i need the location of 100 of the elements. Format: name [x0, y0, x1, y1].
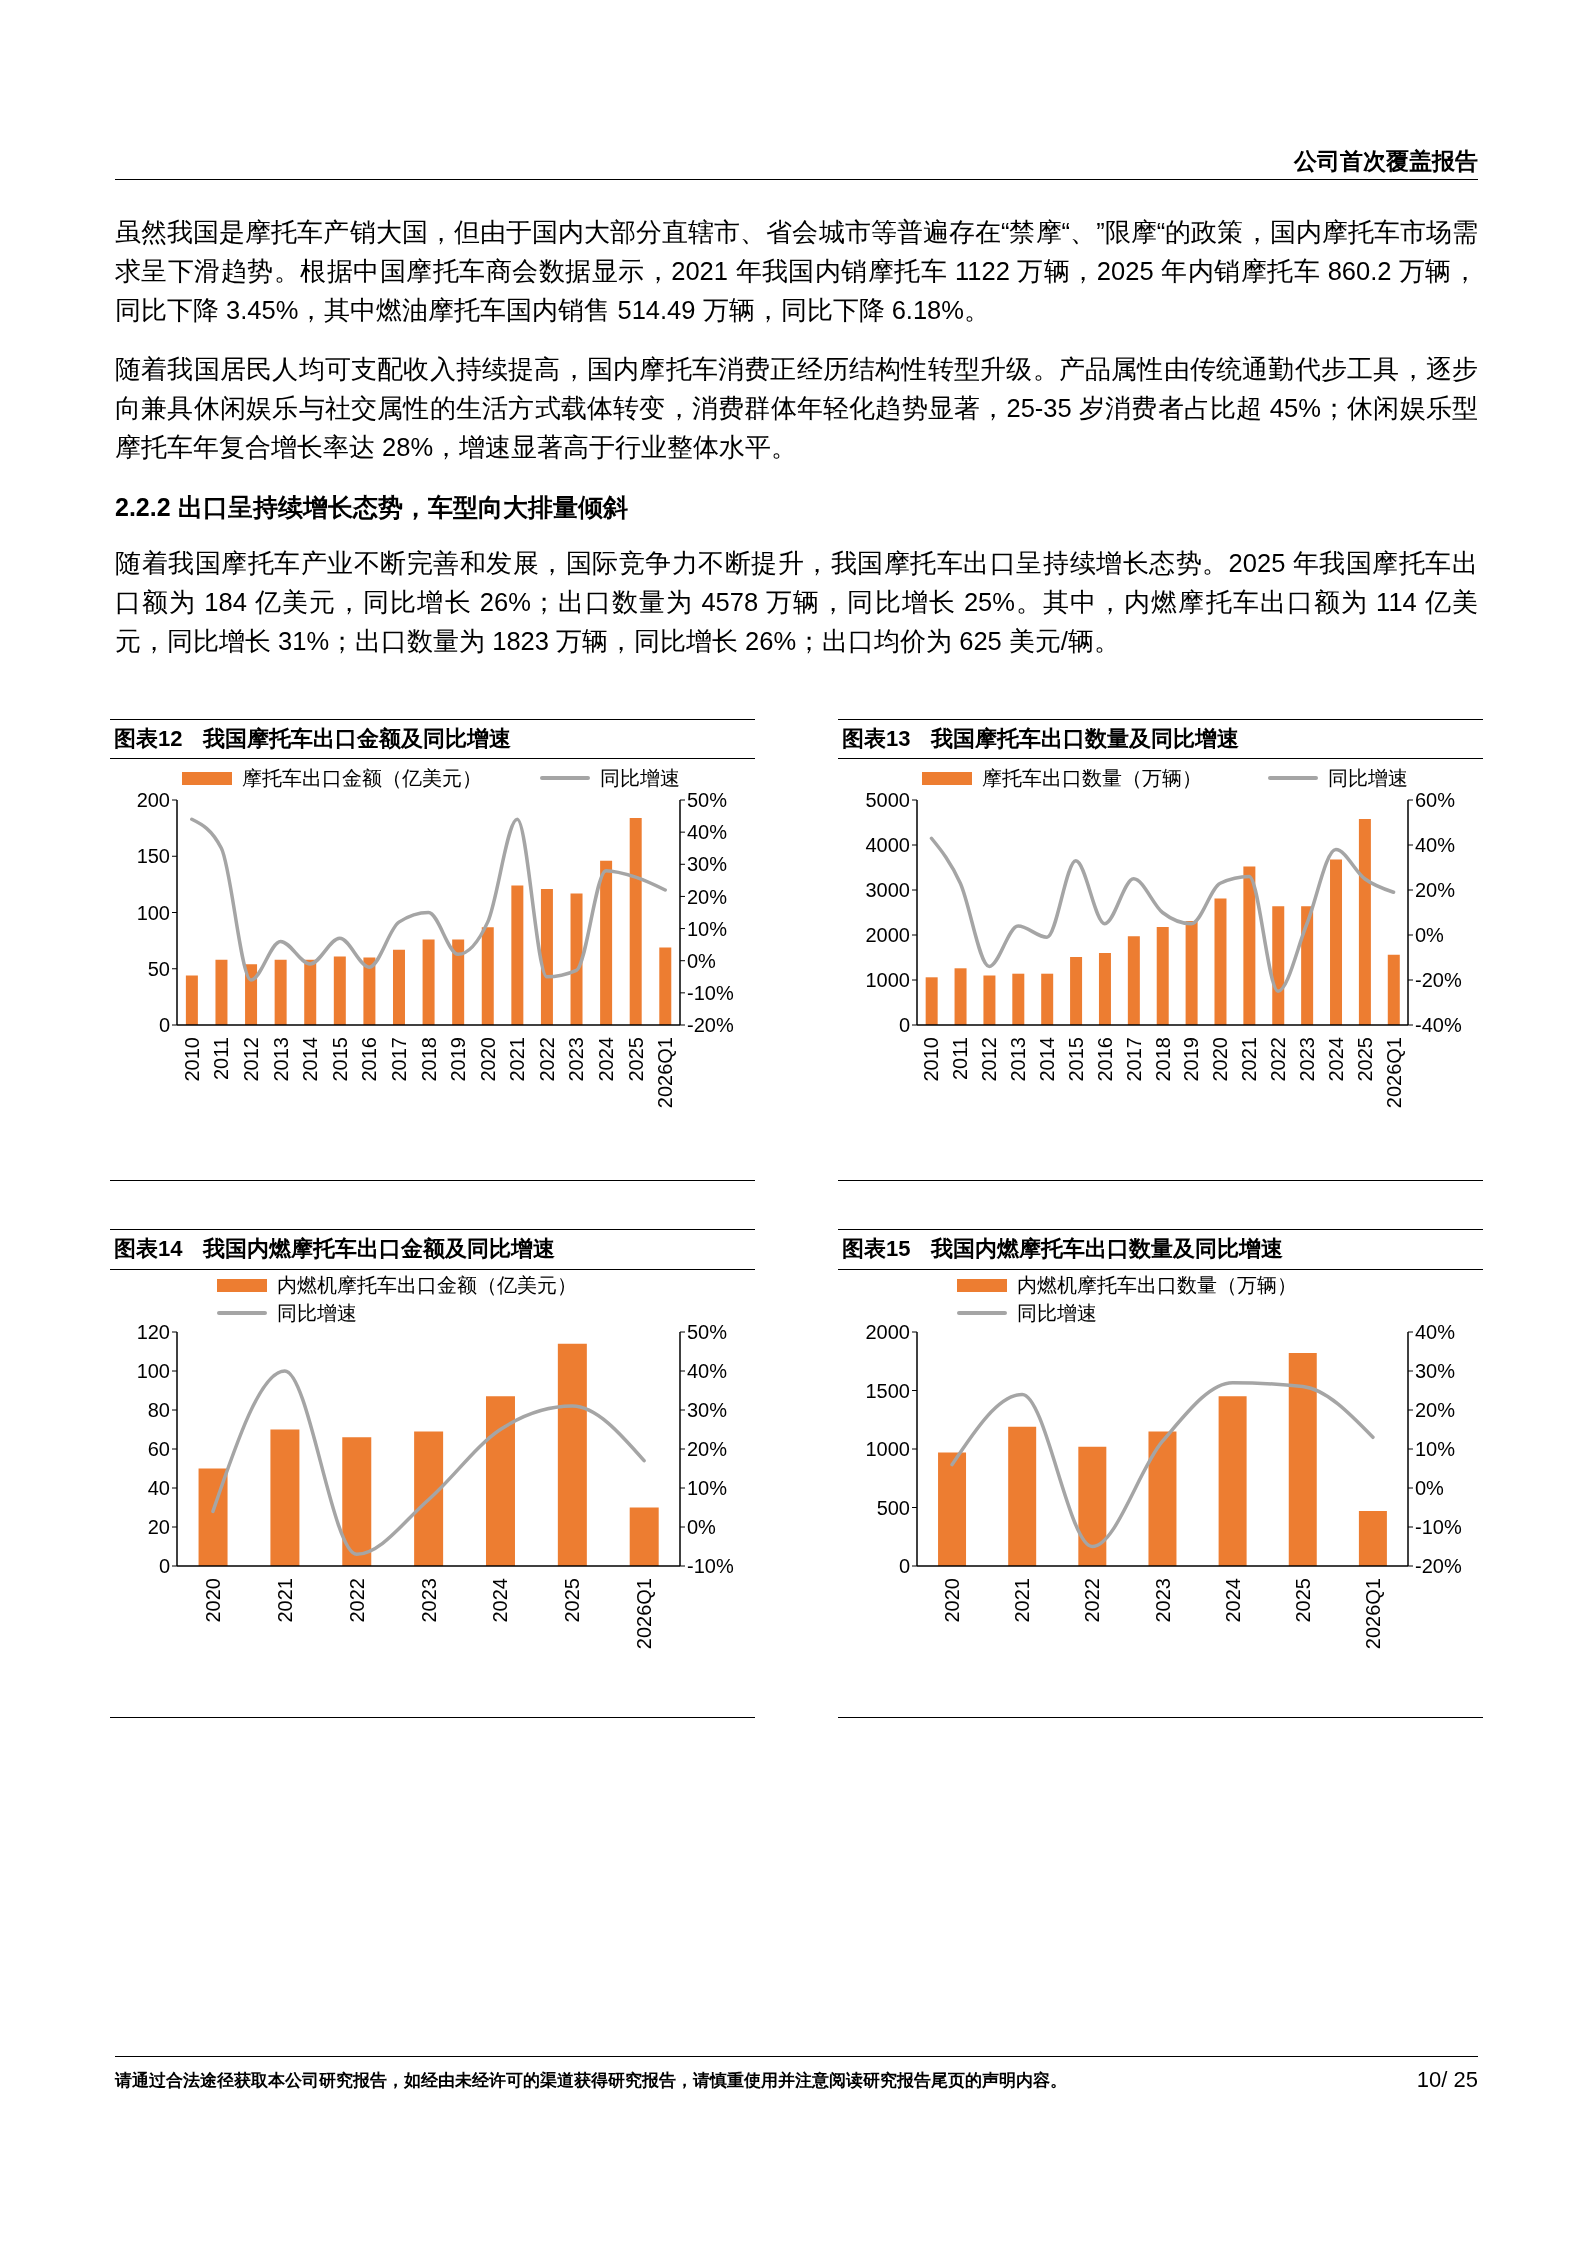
text: 虽然我国是摩托车产销大国，但由于国内大部分直辖市、省会城市等普遍存在“禁摩“、”限摩“的政策，国内摩托车市场需求呈下滑趋势。根据中国摩托车商会数据显示，2021 年我国内销摩托车 1122 万辆，2025 年内销摩托车 860.2 万辆，同比下降 3.45%，其中燃油摩托车国内销售 514.49 万辆，同比下降 6.18%。 [115, 218, 1478, 324]
y2-tick-label: 20% [1415, 879, 1456, 902]
y2-tick-label: -40% [1415, 1014, 1462, 1037]
x-tick-label: 2019 [1180, 1037, 1203, 1082]
y2-tick-label: 0% [1415, 1477, 1445, 1500]
x-tick-label: 2022 [1081, 1578, 1104, 1623]
x-tick-label: 2023 [1295, 1037, 1318, 1082]
y-tick-label: 1500 [865, 1379, 910, 1402]
bar [938, 1452, 967, 1566]
y2-tick-label: 10% [1415, 1438, 1456, 1461]
y2-tick-label: 0% [687, 949, 717, 972]
x-tick-label: 2016 [358, 1037, 381, 1082]
line-series [950, 1380, 1375, 1549]
y-tick-label: 4000 [865, 834, 910, 857]
y-tick-label: 0 [158, 1555, 170, 1578]
y2-tick-label: 0% [1415, 924, 1445, 947]
x-tick-label: 2026Q1 [633, 1578, 656, 1650]
bar [1387, 954, 1400, 1025]
chart-title: 图表15 我国内燃摩托车出口数量及同比增速 [842, 1236, 1283, 1261]
legend-label: 摩托车出口数量（万辆） [982, 765, 1202, 791]
bar [1272, 906, 1285, 1025]
x-tick-label: 2014 [299, 1037, 322, 1082]
y2-tick-label: 50% [687, 789, 728, 812]
x-tick-label: 2024 [1324, 1037, 1347, 1082]
y-tick-label: 120 [136, 1321, 170, 1344]
y-tick-label: 50 [147, 957, 170, 980]
x-tick-label: 2021 [273, 1578, 296, 1623]
text: 随着我国居民人均可支配收入持续提高，国内摩托车消费正经历结构性转型升级。产品属性由传统通勤代步工具，逐步向兼具休闲娱乐与社交属性的生活方式载体转变，消费群体年轻化趋势显著，25-35 岁消费者占比超 45%；休闲娱乐型摩托车年复合增长率达 28%，增速显著高于行业整体水平。 [115, 355, 1478, 461]
x-tick-label: 2024 [595, 1037, 618, 1082]
bar [1008, 1426, 1037, 1566]
bar [1218, 1396, 1247, 1566]
x-tick-label: 2015 [328, 1037, 351, 1082]
bar [659, 947, 672, 1025]
x-tick-label: 2021 [1011, 1578, 1034, 1623]
x-tick-label: 2018 [417, 1037, 440, 1082]
y2-tick-label: 30% [687, 853, 728, 876]
legend-label: 同比增速 [1328, 765, 1408, 791]
bar [954, 968, 967, 1025]
bar [452, 939, 465, 1025]
x-tick-label: 2025 [1353, 1037, 1376, 1082]
x-tick-label: 2017 [387, 1037, 410, 1082]
bar [557, 1343, 587, 1566]
y-tick-label: 2000 [865, 924, 910, 947]
y-tick-label: 40 [147, 1477, 170, 1500]
x-tick-label: 2020 [941, 1578, 964, 1623]
y2-tick-label: -10% [687, 1555, 734, 1578]
bar [270, 1429, 300, 1566]
x-tick-label: 2018 [1151, 1037, 1174, 1082]
y-tick-label: 3000 [865, 879, 910, 902]
y2-tick-label: 10% [687, 1477, 728, 1500]
x-tick-label: 2017 [1122, 1037, 1145, 1082]
y-tick-label: 5000 [865, 789, 910, 812]
bar [198, 1468, 228, 1566]
bar [1243, 866, 1256, 1025]
x-tick-label: 2010 [920, 1037, 943, 1082]
bar [414, 1431, 444, 1566]
x-tick-label: 2023 [1151, 1578, 1174, 1623]
x-tick-label: 2013 [269, 1037, 292, 1082]
bar [925, 977, 938, 1025]
x-tick-label: 2021 [506, 1037, 529, 1082]
x-tick-label: 2020 [1209, 1037, 1232, 1082]
y-tick-label: 0 [898, 1555, 910, 1578]
x-tick-label: 2022 [1267, 1037, 1290, 1082]
bar [333, 956, 346, 1025]
y2-tick-label: 20% [687, 885, 728, 908]
x-tick-label: 2026Q1 [654, 1037, 677, 1109]
y-tick-label: 100 [136, 1360, 170, 1383]
bar [511, 885, 524, 1025]
bar [983, 975, 996, 1025]
x-tick-label: 2023 [417, 1578, 440, 1623]
x-tick-label: 2014 [1035, 1037, 1058, 1082]
legend-label: 摩托车出口金额（亿美元） [242, 765, 482, 791]
y-tick-label: 500 [876, 1496, 910, 1519]
y-tick-label: 60 [147, 1438, 170, 1461]
bar [1127, 936, 1140, 1025]
x-tick-label: 2025 [624, 1037, 647, 1082]
x-tick-label: 2022 [535, 1037, 558, 1082]
bar [540, 888, 553, 1025]
y2-tick-label: 40% [1415, 834, 1456, 857]
bar [215, 959, 228, 1025]
bar [185, 975, 198, 1025]
x-tick-label: 2015 [1064, 1037, 1087, 1082]
bar [570, 893, 583, 1025]
legend-label: 同比增速 [277, 1300, 357, 1326]
chart-title: 图表12 我国摩托车出口金额及同比增速 [114, 726, 511, 751]
y-tick-label: 1000 [865, 1438, 910, 1461]
y2-tick-label: 40% [1415, 1321, 1456, 1344]
y2-tick-label: 60% [1415, 789, 1456, 812]
y-tick-label: 100 [136, 901, 170, 924]
legend-label: 内燃机摩托车出口金额（亿美元） [277, 1272, 577, 1298]
bar [392, 949, 405, 1025]
legend-label: 同比增速 [600, 765, 680, 791]
legend-label: 内燃机摩托车出口数量（万辆） [1017, 1272, 1297, 1298]
y2-tick-label: 30% [687, 1399, 728, 1422]
x-tick-label: 2011 [949, 1037, 972, 1081]
y2-tick-label: 50% [687, 1321, 728, 1344]
bar [1301, 906, 1314, 1025]
text: 公司首次覆盖报告 [1294, 148, 1478, 174]
y2-tick-label: 30% [1415, 1360, 1456, 1383]
y2-tick-label: -10% [687, 981, 734, 1004]
